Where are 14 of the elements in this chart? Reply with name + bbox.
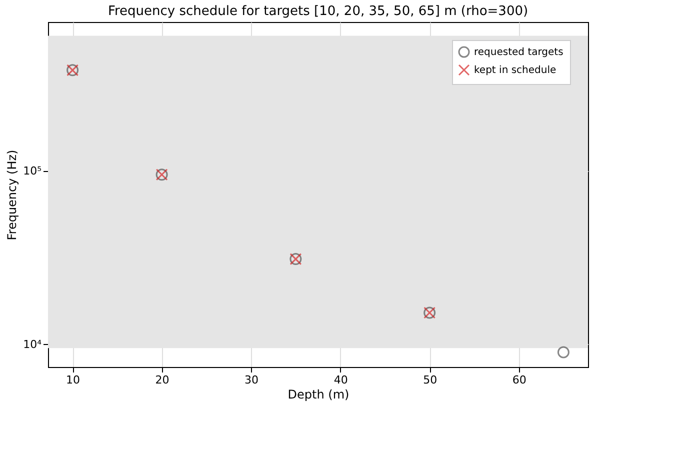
x-axis-title: Depth (m) [288, 388, 350, 402]
chart-title: Frequency schedule for targets [10, 20, 35, 50, 65] m (rho=300) [108, 4, 528, 19]
x-tick-label: 50 [423, 374, 438, 386]
y-tick-label: 10⁵ [23, 164, 42, 178]
x-tick-label: 60 [512, 374, 526, 386]
y-tick-label: 10⁴ [23, 338, 42, 351]
y-axis-title: Frequency (Hz) [5, 150, 20, 240]
legend-label: requested targets [474, 47, 564, 58]
x-tick-label: 40 [334, 374, 348, 386]
x-tick-label: 30 [244, 374, 259, 386]
legend-label: kept in schedule [474, 65, 556, 76]
x-tick-label: 20 [155, 374, 170, 386]
x-tick-label: 10 [66, 374, 80, 386]
point [557, 346, 570, 358]
